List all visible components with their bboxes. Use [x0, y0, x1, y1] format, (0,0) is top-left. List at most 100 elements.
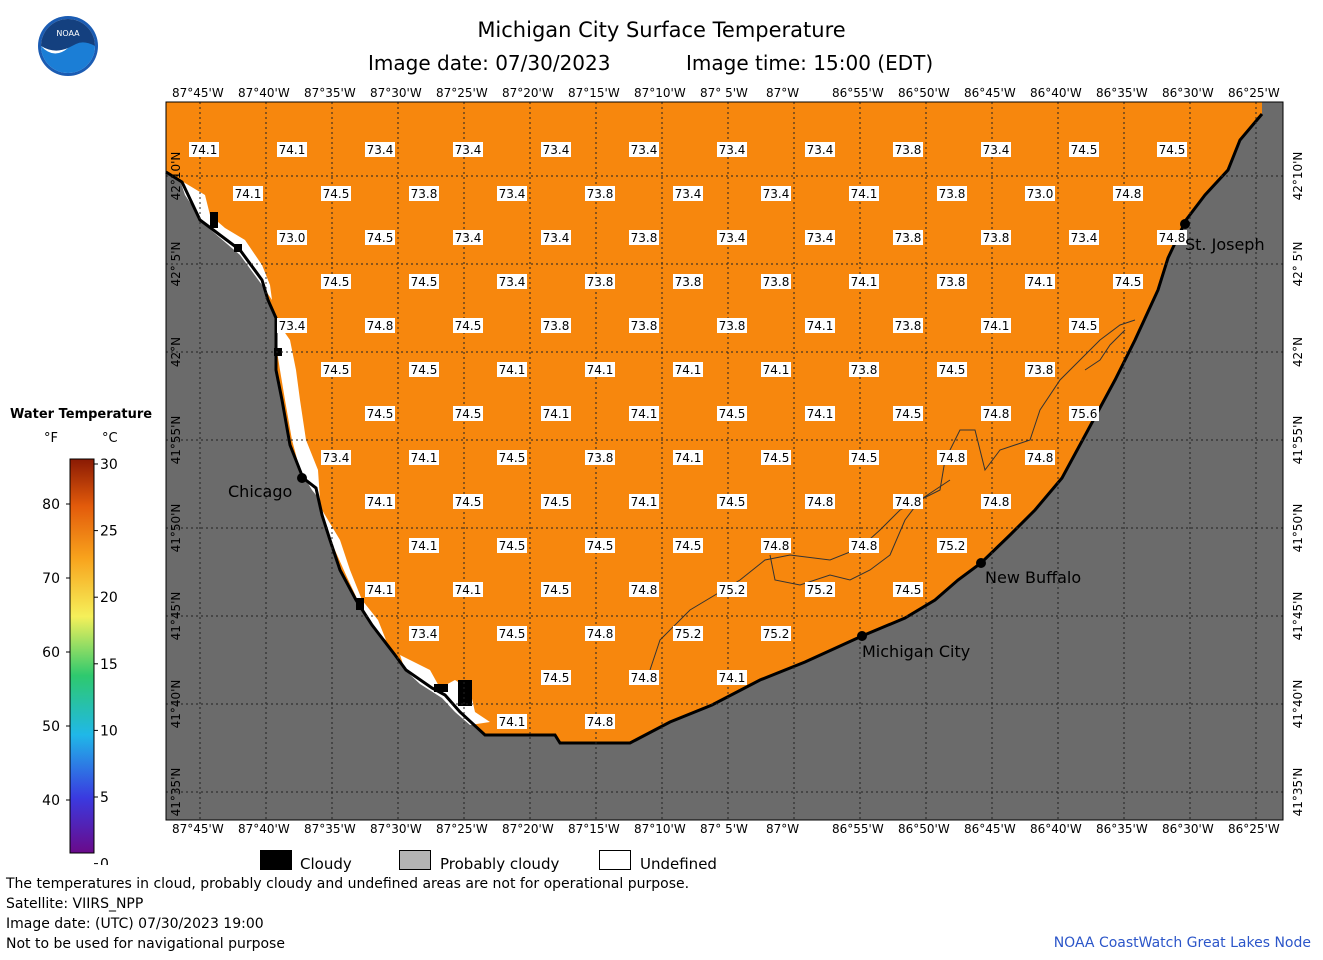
temperature-label: 73.4: [1069, 230, 1099, 245]
legend-c-tick: 5: [100, 790, 109, 806]
temperature-label: 74.1: [805, 406, 835, 421]
svg-text:73.8: 73.8: [631, 319, 658, 333]
svg-text:Michigan City: Michigan City: [862, 642, 970, 661]
lon-label: 87°35'W: [304, 822, 356, 836]
temperature-label: 74.8: [761, 538, 791, 553]
temperature-label: 74.1: [497, 714, 527, 729]
svg-text:73.8: 73.8: [895, 143, 922, 157]
temperature-label: 74.8: [629, 582, 659, 597]
temperature-label: 74.5: [497, 538, 527, 553]
page-title: Michigan City Surface Temperature: [477, 18, 846, 42]
svg-text:74.1: 74.1: [499, 715, 526, 729]
temperature-label: 74.1: [233, 186, 263, 201]
temperature-label: 74.5: [321, 274, 351, 289]
svg-text:73.4: 73.4: [455, 231, 482, 245]
temperature-label: 74.8: [365, 318, 395, 333]
undefined-label: Undefined: [640, 855, 717, 873]
temperature-label: 74.1: [629, 406, 659, 421]
legend-unit-c: °C: [102, 431, 118, 446]
lon-label: 87°20'W: [502, 822, 554, 836]
svg-text:74.8: 74.8: [895, 495, 922, 509]
svg-text:74.1: 74.1: [543, 407, 570, 421]
svg-text:74.1: 74.1: [983, 319, 1010, 333]
svg-text:74.8: 74.8: [587, 715, 614, 729]
navigation-warning: Not to be used for navigational purpose: [6, 936, 285, 952]
temperature-label: 73.4: [717, 230, 747, 245]
lat-label: 42°10'N: [169, 151, 183, 201]
temperature-label: 74.8: [849, 538, 879, 553]
svg-text:74.5: 74.5: [675, 539, 702, 553]
temperature-label: 73.8: [761, 274, 791, 289]
temperature-label: 74.1: [409, 538, 439, 553]
svg-text:73.8: 73.8: [587, 451, 614, 465]
lon-label: 86°25'W: [1228, 822, 1280, 836]
temperature-label: 74.5: [585, 538, 615, 553]
lon-label: 87°W: [766, 822, 800, 836]
svg-text:73.8: 73.8: [939, 187, 966, 201]
temperature-label: 75.2: [717, 582, 747, 597]
lon-label: 87°35'W: [304, 86, 356, 100]
temperature-label: 73.4: [541, 230, 571, 245]
svg-text:73.8: 73.8: [895, 231, 922, 245]
svg-text:74.5: 74.5: [587, 539, 614, 553]
svg-text:74.1: 74.1: [191, 143, 218, 157]
credit-link[interactable]: NOAA CoastWatch Great Lakes Node: [1053, 935, 1311, 951]
lon-label: 87°45'W: [172, 822, 224, 836]
temperature-label: 74.1: [1025, 274, 1055, 289]
svg-text:74.1: 74.1: [719, 671, 746, 685]
legend-f-tick: 60: [42, 645, 60, 661]
temperature-label: 73.4: [453, 230, 483, 245]
svg-text:73.8: 73.8: [851, 363, 878, 377]
lat-label: 42°10'N: [1291, 151, 1305, 201]
contour-line: [769, 479, 951, 586]
lat-label: 41°55'N: [1291, 415, 1305, 465]
temperature-label: 74.8: [805, 494, 835, 509]
temperature-label: 74.1: [189, 142, 219, 157]
temperature-label: 74.5: [541, 670, 571, 685]
svg-text:74.1: 74.1: [367, 495, 394, 509]
temperature-label: 74.5: [673, 538, 703, 553]
temperature-label: 73.4: [673, 186, 703, 201]
temperature-label: 74.1: [365, 582, 395, 597]
lon-label: 87°30'W: [370, 822, 422, 836]
svg-text:73.4: 73.4: [411, 627, 438, 641]
lon-label: 86°45'W: [964, 86, 1016, 100]
temperature-label: 73.0: [1025, 186, 1055, 201]
contour-line: [1084, 329, 1126, 371]
lat-label: 41°55'N: [169, 415, 183, 465]
svg-text:73.4: 73.4: [807, 231, 834, 245]
svg-text:St. Joseph: St. Joseph: [1185, 235, 1265, 254]
svg-text:74.5: 74.5: [895, 407, 922, 421]
svg-text:73.4: 73.4: [631, 143, 658, 157]
temperature-label: 73.4: [981, 142, 1011, 157]
lat-label: 42°N: [1291, 336, 1305, 368]
lon-label: 87°40'W: [238, 822, 290, 836]
svg-text:74.5: 74.5: [1071, 319, 1098, 333]
temperature-label: 74.8: [629, 670, 659, 685]
lat-label: 41°40'N: [169, 679, 183, 729]
temperature-label: 74.5: [1069, 318, 1099, 333]
temperature-label: 73.8: [1025, 362, 1055, 377]
legend-c-tick: 30: [100, 457, 118, 473]
temperature-label: 74.5: [453, 406, 483, 421]
svg-text:74.1: 74.1: [851, 275, 878, 289]
lon-label: 86°25'W: [1228, 86, 1280, 100]
legend-c-tick: 20: [100, 590, 118, 606]
svg-text:74.5: 74.5: [411, 363, 438, 377]
svg-text:74.1: 74.1: [675, 363, 702, 377]
legend-title: Water Temperature: [10, 407, 153, 422]
temperature-label: 73.4: [321, 450, 351, 465]
undefined-area: [276, 320, 320, 500]
temperature-label: 74.8: [893, 494, 923, 509]
lon-label: 86°55'W: [832, 822, 884, 836]
lon-label: 87°25'W: [436, 822, 488, 836]
noaa-logo: NOAA: [38, 16, 98, 76]
undefined-swatch: [599, 850, 631, 870]
svg-text:75.2: 75.2: [675, 627, 702, 641]
svg-text:73.8: 73.8: [587, 275, 614, 289]
temperature-label: 74.5: [893, 582, 923, 597]
svg-text:74.5: 74.5: [323, 187, 350, 201]
temperature-label: 74.1: [585, 362, 615, 377]
svg-text:75.6: 75.6: [1071, 407, 1098, 421]
svg-text:74.1: 74.1: [1027, 275, 1054, 289]
